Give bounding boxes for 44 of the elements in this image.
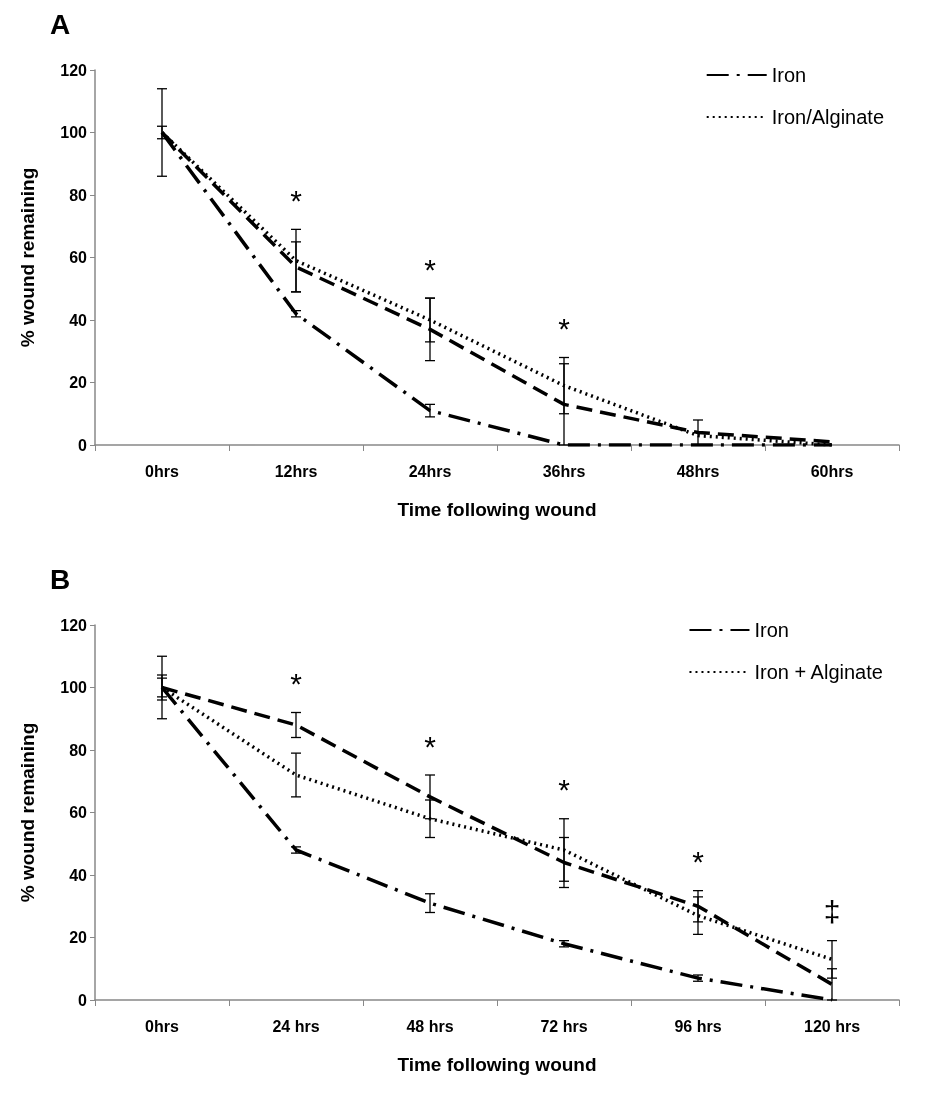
- annotation: *: [290, 183, 303, 217]
- annotation: ‡: [823, 895, 841, 929]
- y-tick-label: 0: [78, 436, 88, 454]
- x-tick-label: 12hrs: [274, 462, 318, 480]
- y-tick-label: 60: [69, 804, 88, 821]
- chart-title: A: [50, 8, 71, 40]
- y-tick-label: 80: [69, 741, 88, 759]
- x-tick-label: 60hrs: [810, 462, 854, 480]
- x-tick-label: 0hrs: [145, 462, 179, 480]
- x-tick-label: 96 hrs: [674, 1017, 722, 1035]
- annotation: *: [290, 667, 303, 700]
- chart-title: B: [50, 563, 71, 595]
- y-tick-label: 0: [78, 991, 88, 1009]
- y-tick-label: 120: [60, 616, 88, 634]
- y-tick-label: 120: [60, 61, 88, 79]
- annotation: *: [558, 773, 571, 807]
- x-tick-label: 48 hrs: [406, 1017, 454, 1035]
- legend-label: Iron: [771, 64, 807, 86]
- y-tick-label: 60: [69, 249, 88, 266]
- y-tick-label: 20: [69, 929, 88, 946]
- x-tick-label: 24 hrs: [272, 1017, 320, 1035]
- y-tick-label: 100: [60, 124, 88, 141]
- x-tick-label: 36hrs: [542, 462, 586, 480]
- annotation: *: [692, 845, 705, 879]
- legend-label: Iron: [754, 619, 789, 641]
- x-tick-label: 24hrs: [408, 462, 452, 480]
- annotation: *: [424, 252, 437, 286]
- y-tick-label: 40: [69, 311, 88, 329]
- y-axis-title: % wound remaining: [17, 167, 38, 348]
- y-tick-label: 20: [69, 374, 88, 391]
- x-tick-label: 0hrs: [145, 1017, 179, 1035]
- x-axis-title: Time following wound: [397, 1054, 597, 1075]
- legend-label: Iron/Alginate: [771, 106, 884, 128]
- y-tick-label: 80: [69, 186, 88, 204]
- legend-label: Iron + Alginate: [754, 661, 883, 683]
- y-axis-title: % wound remaining: [17, 722, 38, 903]
- annotation: *: [558, 312, 571, 345]
- x-tick-label: 48hrs: [676, 462, 720, 480]
- x-tick-label: 120 hrs: [803, 1017, 861, 1035]
- y-tick-label: 40: [69, 866, 88, 884]
- x-axis-title: Time following wound: [397, 499, 597, 520]
- y-tick-label: 100: [60, 679, 88, 696]
- annotation: *: [424, 729, 437, 763]
- x-tick-label: 72 hrs: [540, 1017, 588, 1035]
